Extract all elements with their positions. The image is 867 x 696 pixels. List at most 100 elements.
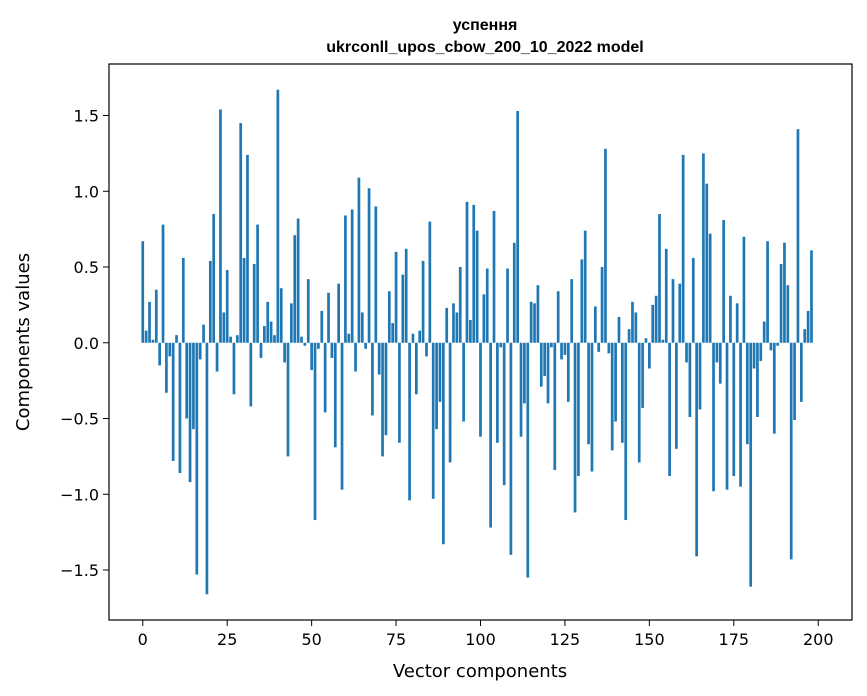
bar (411, 333, 415, 343)
bar (367, 188, 371, 343)
bar (215, 342, 219, 372)
bar (296, 218, 300, 343)
bar (242, 257, 246, 343)
y-tick-label: −0.5 (60, 410, 99, 429)
bar (712, 342, 715, 492)
bar (144, 330, 148, 343)
bar (165, 342, 168, 393)
x-tick-label: 200 (803, 630, 834, 649)
bar (387, 291, 391, 343)
bar (752, 342, 756, 369)
bar (725, 342, 729, 490)
y-tick-label: −1.0 (60, 485, 99, 504)
bar (658, 213, 661, 343)
bar (786, 285, 790, 343)
x-tick-label: 75 (386, 630, 406, 649)
bar (229, 336, 232, 343)
bar (222, 312, 226, 343)
bar (550, 342, 553, 348)
bar (536, 285, 540, 343)
bar (259, 342, 263, 358)
bar (205, 342, 209, 595)
bar (246, 154, 249, 343)
bar (192, 342, 195, 430)
bar (185, 342, 189, 419)
bar (188, 342, 192, 483)
y-tick-label: 1.5 (74, 107, 99, 126)
bar (607, 342, 611, 354)
bar (735, 303, 739, 343)
bar (729, 295, 732, 343)
bar (354, 342, 357, 372)
x-tick-label: 175 (719, 630, 750, 649)
bar (803, 329, 807, 343)
bar (759, 342, 763, 361)
bar (580, 259, 584, 343)
bar (617, 317, 621, 343)
bar (563, 342, 567, 355)
bar (593, 306, 597, 343)
bar (496, 342, 499, 443)
bar (269, 321, 273, 343)
bar (783, 242, 786, 343)
bar (722, 220, 726, 343)
bar (445, 307, 449, 343)
bar (414, 342, 418, 395)
bar (799, 342, 803, 402)
bar (766, 241, 769, 343)
bar (560, 342, 563, 360)
bar (668, 342, 671, 477)
bar (718, 342, 722, 384)
bar (566, 342, 570, 402)
bar (171, 342, 175, 461)
bar (583, 230, 587, 343)
bar (654, 295, 658, 343)
bar (671, 279, 675, 343)
bar (195, 342, 199, 575)
bar (347, 333, 351, 343)
bar (681, 154, 685, 343)
bar (570, 279, 574, 343)
bar (239, 123, 243, 343)
bar (384, 342, 388, 436)
bar (364, 342, 368, 349)
bar (333, 342, 337, 448)
bar (492, 210, 496, 343)
bar (772, 342, 776, 434)
y-axis-label: Components values (13, 253, 34, 431)
bar (745, 342, 749, 445)
bar (303, 342, 307, 346)
chart-title-line-1: успення (453, 17, 518, 34)
bar (181, 257, 185, 343)
bar (381, 342, 384, 457)
bar (705, 183, 709, 343)
plot-frame (108, 63, 853, 621)
bar (425, 342, 428, 357)
x-axis-ticks: 0 25 50 75 100 125 150 175 200 (138, 620, 834, 649)
bar (506, 268, 509, 343)
bar (627, 329, 631, 343)
bar (306, 279, 310, 343)
bar (330, 342, 334, 358)
bar (641, 342, 644, 408)
bar (283, 342, 286, 363)
bar (313, 342, 317, 521)
bar (502, 342, 506, 486)
y-tick-label: 0.5 (74, 258, 99, 277)
bar (256, 224, 259, 343)
bar (401, 274, 405, 343)
bar (168, 342, 172, 357)
bar (202, 324, 205, 343)
bar (398, 342, 401, 443)
bar (448, 342, 452, 463)
bar (442, 342, 445, 545)
bar (512, 242, 516, 343)
bar (762, 321, 766, 343)
x-tick-label: 100 (465, 630, 496, 649)
bar (431, 342, 435, 499)
bar (634, 312, 638, 343)
bar (776, 342, 780, 346)
bar (624, 342, 628, 521)
bar (394, 251, 398, 343)
chart-title-line-2: ukrconll_upos_cbow_200_10_2022 model (326, 39, 643, 56)
